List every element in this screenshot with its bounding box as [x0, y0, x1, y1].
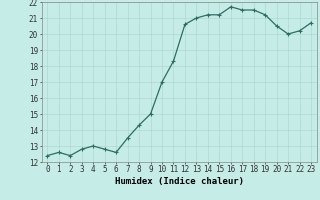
X-axis label: Humidex (Indice chaleur): Humidex (Indice chaleur) [115, 177, 244, 186]
